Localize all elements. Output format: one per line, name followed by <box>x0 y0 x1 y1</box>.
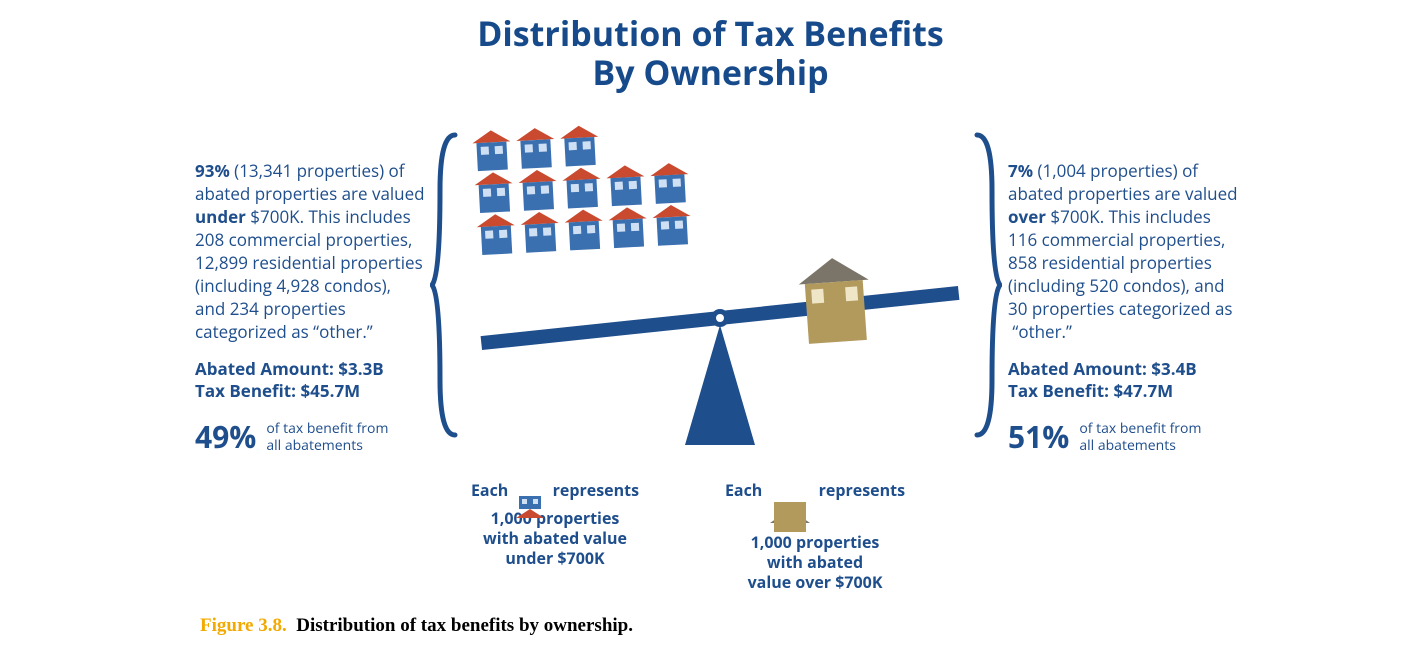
left-description: 93% (13,341 properties) of abated proper… <box>195 160 425 344</box>
legend-large-house-icon <box>770 488 810 532</box>
left-threshold: $700K <box>250 205 299 228</box>
legend-small-house-icon <box>516 488 544 508</box>
left-other: 234 <box>230 297 259 320</box>
small-house-icon <box>564 209 604 251</box>
right-condos: 520 <box>1089 274 1118 297</box>
right-pct: 7% <box>1008 159 1033 182</box>
small-house-icon <box>516 127 556 169</box>
left-amounts: Abated Amount: $3.3B Tax Benefit: $45.7M <box>195 358 425 404</box>
right-residential: 858 <box>1008 251 1037 274</box>
left-share-label: of tax benefit from all abatements <box>266 421 388 455</box>
small-house-icon <box>606 164 646 206</box>
right-taxben: $47.7M <box>1113 379 1173 402</box>
small-house-icon <box>652 204 692 246</box>
right-direction: over <box>1008 205 1046 228</box>
right-amounts: Abated Amount: $3.4B Tax Benefit: $47.7M <box>1008 358 1238 404</box>
figure-caption: Figure 3.8. Distribution of tax benefits… <box>200 615 633 637</box>
left-share-pct: 49% <box>195 417 256 458</box>
small-house-icon <box>608 206 648 248</box>
left-condos: 4,928 <box>276 274 319 297</box>
left-share-row: 49% of tax benefit from all abatements <box>195 417 425 458</box>
title-line-2: By Ownership <box>592 49 828 95</box>
abated-label: Abated Amount: <box>195 357 338 380</box>
right-share-label: of tax benefit from all abatements <box>1079 421 1201 455</box>
abated-label: Abated Amount: <box>1008 357 1151 380</box>
right-share-pct: 51% <box>1008 417 1069 458</box>
small-house-icon <box>472 129 512 171</box>
small-house-icon <box>650 162 690 204</box>
right-description: 7% (1,004 properties) of abated properti… <box>1008 160 1238 344</box>
left-column: 93% (13,341 properties) of abated proper… <box>195 160 425 458</box>
right-column: 7% (1,004 properties) of abated properti… <box>1008 160 1238 458</box>
right-threshold: $700K <box>1050 205 1099 228</box>
right-commercial: 116 <box>1008 228 1037 251</box>
page-title: Distribution of Tax Benefits By Ownershi… <box>0 14 1421 92</box>
small-house-icon <box>476 213 516 255</box>
small-house-icon <box>520 211 560 253</box>
legend-right: Each represents 1,000 properties with ab… <box>700 480 930 592</box>
figure-number: Figure 3.8. <box>200 615 287 636</box>
figure-text: Distribution of tax benefits by ownershi… <box>296 615 633 636</box>
right-count: 1,004 <box>1042 159 1085 182</box>
taxben-label: Tax Benefit: <box>195 379 300 402</box>
legend-left: Each represents 1,000 properties with ab… <box>440 480 670 568</box>
left-pct: 93% <box>195 159 230 182</box>
right-other: 30 <box>1008 297 1027 320</box>
left-direction: under <box>195 205 246 228</box>
right-abated: $3.4B <box>1151 357 1196 380</box>
small-house-icon <box>474 171 514 213</box>
small-house-icon <box>560 125 600 167</box>
small-house-icon <box>518 169 558 211</box>
small-house-icon <box>562 167 602 209</box>
brace-left-icon <box>430 130 460 440</box>
left-taxben: $45.7M <box>300 379 360 402</box>
left-abated: $3.3B <box>338 357 383 380</box>
right-share-row: 51% of tax benefit from all abatements <box>1008 417 1238 458</box>
left-count: 13,341 <box>239 159 292 182</box>
left-residential: 12,899 <box>195 251 248 274</box>
large-house-icon <box>797 256 873 345</box>
brace-right-icon <box>972 130 1002 440</box>
left-commercial: 208 <box>195 228 224 251</box>
small-house-cluster <box>472 120 692 255</box>
taxben-label: Tax Benefit: <box>1008 379 1113 402</box>
